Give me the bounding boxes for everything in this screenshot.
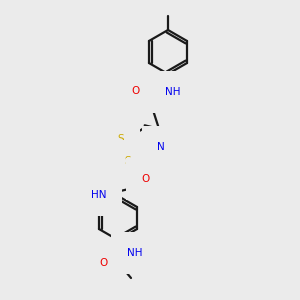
Text: S: S — [118, 134, 124, 144]
Text: O: O — [131, 86, 139, 96]
Text: S: S — [125, 156, 131, 166]
Text: NH: NH — [127, 248, 142, 258]
Text: HN: HN — [91, 190, 106, 200]
Text: N: N — [157, 142, 165, 152]
Text: NH: NH — [165, 87, 181, 97]
Text: O: O — [100, 258, 108, 268]
Text: O: O — [142, 174, 150, 184]
